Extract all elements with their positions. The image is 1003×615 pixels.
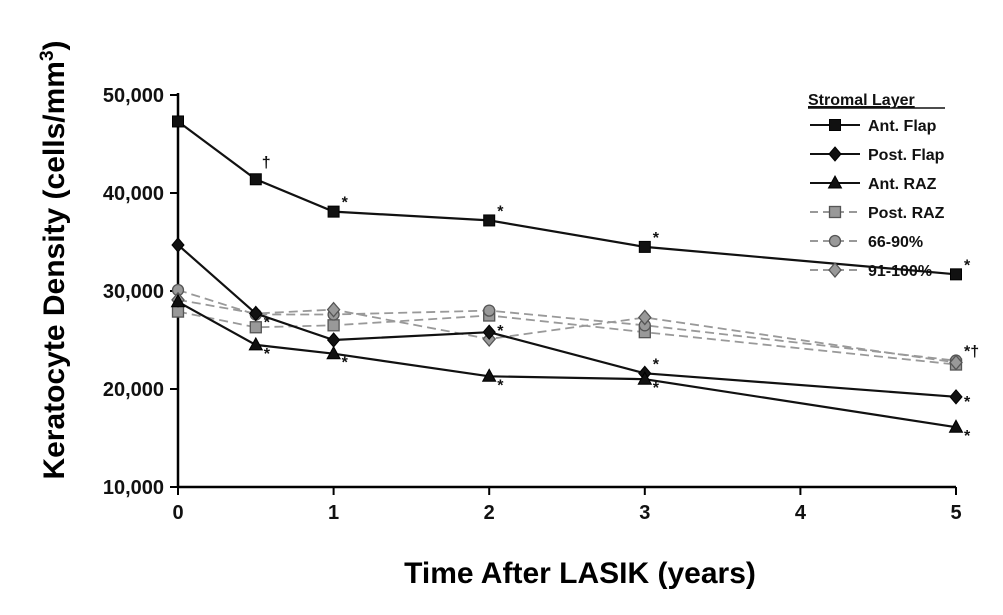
significance-marker: * — [497, 377, 504, 394]
legend-entry-ant-raz: Ant. RAZ — [810, 174, 937, 193]
legend-marker — [828, 205, 842, 219]
legend-marker — [828, 234, 842, 248]
series-layer — [170, 115, 964, 433]
significance-marker: * — [497, 323, 504, 340]
significance-marker: *† — [964, 344, 979, 361]
significance-marker: * — [342, 355, 349, 372]
data-point-91-100 — [949, 354, 963, 371]
significance-marker: * — [964, 257, 971, 274]
significance-marker: * — [264, 315, 271, 332]
legend-label: 66-90% — [868, 234, 923, 251]
data-point-ant-flap — [950, 268, 962, 281]
significance-marker: * — [653, 380, 660, 397]
data-point-post-flap — [171, 237, 185, 253]
legend-label: Ant. RAZ — [868, 176, 937, 193]
legend-marker — [829, 119, 841, 131]
legend-entry-66-90: 66-90% — [810, 234, 923, 251]
data-point-66-90 — [483, 304, 496, 317]
significance-marker: * — [653, 356, 660, 373]
data-point-ant-raz — [948, 419, 964, 433]
significance-marker: * — [342, 195, 349, 212]
x-tick-label: 4 — [795, 502, 807, 524]
series-line-ant-raz — [177, 300, 957, 429]
significance-marker: * — [497, 203, 504, 220]
x-tick-label: 5 — [950, 502, 961, 524]
data-point-post-flap — [482, 324, 496, 340]
data-point-post-flap — [949, 389, 963, 405]
data-point-ant-raz — [248, 336, 264, 351]
data-point-ant-raz — [637, 371, 653, 385]
significance-marker: * — [964, 394, 971, 411]
data-point-91-100 — [326, 301, 341, 318]
y-tick-label: 30,000 — [103, 281, 164, 303]
data-point-ant-flap — [172, 115, 184, 128]
legend-label: Ant. Flap — [868, 118, 937, 135]
legend-title: Stromal Layer — [808, 92, 915, 109]
series-ant-flap — [172, 115, 962, 281]
series-line-ant-flap — [177, 120, 957, 276]
data-point-post-raz — [249, 321, 262, 334]
legend-marker — [828, 146, 842, 162]
data-point-ant-flap — [327, 205, 340, 218]
annotation-layer: *† † * * * * * * * * * * * * * — [262, 154, 979, 445]
data-point-ant-flap — [638, 240, 651, 253]
legend: Stromal Layer Ant. Flap Post. Flap Ant. RAZ… — [808, 92, 945, 280]
data-point-91-100 — [637, 309, 652, 326]
x-tick-label: 2 — [484, 502, 495, 524]
series-line-66-90 — [177, 289, 957, 362]
y-tick-label: 40,000 — [103, 183, 164, 205]
data-point-ant-raz — [326, 345, 341, 360]
legend-marker — [827, 174, 843, 189]
x-tick-label: 1 — [328, 502, 339, 524]
legend-entry-post-raz: Post. RAZ — [810, 205, 945, 222]
y-axis-title: Keratocyte Density (cells/mm3) — [37, 40, 71, 479]
series-line-post-flap — [177, 244, 957, 398]
axes: 10,000 20,000 30,000 40,000 50,000 0 1 2 3 4 5 — [103, 85, 962, 524]
x-tick-label: 3 — [639, 502, 650, 524]
legend-entry-post-flap: Post. Flap — [810, 146, 945, 164]
legend-entry-ant-flap: Ant. Flap — [810, 118, 937, 135]
y-tick-label: 10,000 — [103, 477, 164, 499]
data-point-ant-raz — [170, 293, 186, 308]
series-ant-raz — [170, 293, 964, 433]
x-axis-title: Time After LASIK (years) — [404, 557, 756, 590]
series-line-post-raz — [177, 310, 957, 366]
data-point-post-flap — [326, 332, 341, 348]
data-point-post-raz — [327, 319, 340, 332]
series-91-100 — [171, 291, 963, 371]
significance-marker: † — [262, 154, 271, 171]
data-point-ant-flap — [249, 173, 262, 186]
x-tick-label: 0 — [172, 502, 183, 524]
y-axis-title-close: ) — [38, 40, 71, 50]
significance-marker: * — [264, 346, 271, 363]
legend-label: 91-100% — [868, 263, 932, 280]
y-tick-label: 20,000 — [103, 379, 164, 401]
legend-marker — [828, 262, 842, 278]
data-point-post-flap — [249, 305, 263, 322]
series-post-flap — [171, 237, 963, 405]
y-tick-label: 50,000 — [103, 85, 164, 107]
series-line-91-100 — [177, 298, 957, 364]
y-axis-title-superscript: 3 — [37, 50, 58, 61]
data-point-ant-flap — [483, 214, 496, 227]
y-axis-title-main: Keratocyte Density (cells/mm — [38, 61, 71, 480]
series-post-raz — [171, 305, 963, 371]
legend-label: Post. RAZ — [868, 205, 945, 222]
significance-marker: * — [964, 428, 971, 445]
significance-marker: * — [653, 230, 660, 247]
legend-entry-91-100: 91-100% — [810, 262, 932, 280]
axis-titles: Time After LASIK (years) Keratocyte Densi… — [37, 40, 756, 590]
data-point-ant-raz — [481, 368, 497, 382]
legend-label: Post. Flap — [868, 147, 945, 164]
